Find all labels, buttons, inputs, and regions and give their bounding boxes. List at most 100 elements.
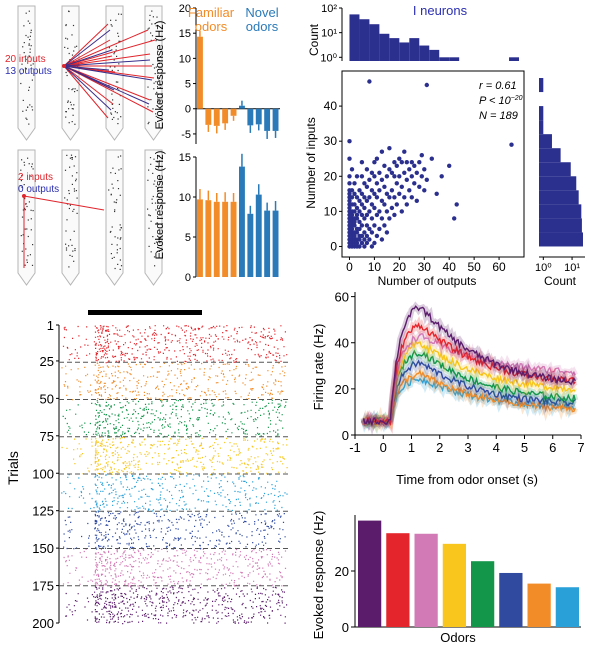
probe-dot xyxy=(157,201,159,203)
probe-dot xyxy=(114,51,116,53)
scatter-point xyxy=(352,191,357,196)
bar xyxy=(255,194,262,277)
probe-dot xyxy=(70,154,73,156)
probe-dot xyxy=(155,113,157,115)
probe-dot xyxy=(110,112,112,114)
y-tick-label: 10 xyxy=(179,53,191,65)
scatter-point xyxy=(374,233,380,239)
probe-dot xyxy=(119,238,121,240)
scatter-point xyxy=(352,181,357,186)
probe-dot xyxy=(69,166,71,168)
y-tick-label: 0 xyxy=(342,428,349,443)
probe-dot xyxy=(22,69,24,71)
scatter-point xyxy=(409,174,414,179)
scatter-point xyxy=(372,205,377,211)
probe-dot xyxy=(147,123,149,125)
probe-dot xyxy=(25,248,27,250)
probe-dot xyxy=(110,24,112,26)
probe-dot xyxy=(118,13,120,15)
probe-dot xyxy=(114,236,116,238)
scatter-point xyxy=(384,191,390,196)
probe-dot xyxy=(119,259,121,261)
scatter-point xyxy=(392,174,397,179)
scatter-point xyxy=(367,237,372,242)
hist-bar xyxy=(419,45,430,61)
probe-dot xyxy=(114,267,116,270)
y-tick-label: 15 xyxy=(179,152,191,164)
scatter-point xyxy=(399,209,404,214)
raster-spikes xyxy=(62,325,288,364)
odor-bar xyxy=(499,572,523,627)
scatter-point xyxy=(379,216,385,221)
probe-dot xyxy=(113,256,115,258)
probe-dot xyxy=(22,46,24,48)
probe-dot xyxy=(117,32,119,34)
hub-neuron xyxy=(62,64,66,68)
x-tick-label: 30 xyxy=(418,260,432,274)
bar xyxy=(205,108,212,125)
probe-dot xyxy=(71,34,73,36)
scatter-point xyxy=(347,174,352,179)
scatter-point xyxy=(354,216,360,221)
probe-dot xyxy=(23,52,25,54)
scatter-point xyxy=(359,223,365,228)
probe-dot xyxy=(31,166,33,168)
scatter-point xyxy=(362,205,367,211)
scatter-point xyxy=(357,244,362,249)
scatter-point xyxy=(357,237,362,242)
probe-dot xyxy=(68,88,70,90)
scatter-point xyxy=(379,149,385,154)
hist-bar xyxy=(449,57,460,61)
scatter-point xyxy=(414,198,419,203)
probe-dot xyxy=(147,28,149,30)
y-tick-label: 175 xyxy=(32,579,54,594)
probe-dot xyxy=(159,178,161,181)
probe-dot xyxy=(25,109,27,111)
scatter-point xyxy=(374,195,380,200)
scatter-point xyxy=(404,202,409,207)
x-tick-label: -1 xyxy=(349,440,361,455)
probe-dot xyxy=(68,245,70,247)
scatter-point xyxy=(419,153,424,158)
probe-dot xyxy=(117,69,119,72)
probe-dot xyxy=(113,116,115,119)
probe-dot xyxy=(28,201,30,203)
raster-spikes xyxy=(65,586,288,625)
odor-stimulus-bar xyxy=(88,310,202,315)
probe-dot xyxy=(76,212,78,214)
probe-dot xyxy=(67,101,69,103)
scatter-point xyxy=(402,149,407,154)
probe-dot xyxy=(64,46,66,48)
scatter-point xyxy=(392,195,397,200)
probe-dot xyxy=(152,172,154,174)
scatter-point xyxy=(387,167,392,172)
scatter-point xyxy=(359,202,365,207)
stat-r: r = 0.61 xyxy=(479,80,517,92)
x-tick-label: 50 xyxy=(467,260,481,274)
odor-bars-xlabel: Odors xyxy=(440,630,476,645)
x-tick-label: 60 xyxy=(492,260,506,274)
probe-dot xyxy=(20,180,22,182)
scatter-point xyxy=(382,184,387,189)
probe-dot xyxy=(147,106,149,108)
probe-dot xyxy=(159,60,161,62)
probe-dot xyxy=(108,189,110,191)
probe-dot xyxy=(109,66,111,68)
probe-dot xyxy=(20,73,22,75)
probe-dot xyxy=(71,157,73,159)
probe-dot xyxy=(73,165,75,167)
probe-dot xyxy=(156,196,158,198)
probe-dot xyxy=(117,81,119,83)
x-tick-label: 3 xyxy=(464,440,471,455)
hist-bar xyxy=(539,218,582,233)
probe-dot xyxy=(76,45,78,47)
probe-dot xyxy=(119,224,121,226)
probe-dot xyxy=(27,106,29,108)
y-tick-label: 20 xyxy=(335,564,349,579)
scatter-point xyxy=(354,205,360,211)
probe-dot xyxy=(110,19,112,21)
probe-dot xyxy=(155,25,157,27)
scatter-point xyxy=(407,188,412,193)
scatter-point xyxy=(347,181,352,186)
